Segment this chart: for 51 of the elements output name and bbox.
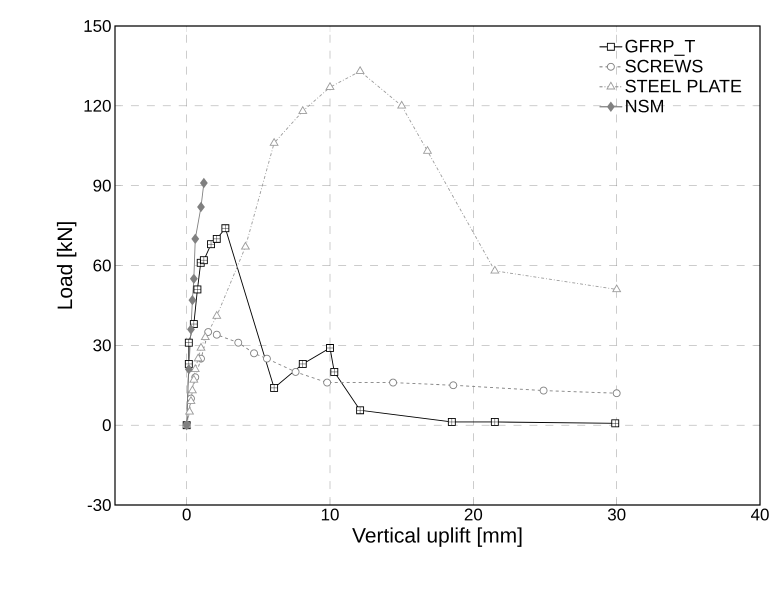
legend-label: SCREWS [625, 60, 703, 72]
point [540, 386, 548, 395]
point [292, 368, 300, 376]
point [326, 82, 334, 90]
point [194, 354, 202, 362]
point [234, 338, 242, 347]
point [449, 381, 458, 390]
point [241, 242, 250, 250]
legend-label: NSM [626, 100, 664, 112]
point [323, 378, 332, 387]
point [397, 100, 406, 109]
point [423, 146, 432, 154]
y-tick-label: 90 [93, 180, 111, 192]
y-tick-label: 30 [93, 339, 111, 352]
point [200, 178, 208, 188]
y-tick-label: -30 [88, 499, 111, 511]
x-axis-title: Vertical uplift [mm] [352, 527, 522, 547]
y-tick-label: 150 [84, 20, 111, 32]
x-tick-label: 40 [750, 508, 769, 521]
point [356, 66, 364, 74]
x-tick-label: 10 [322, 508, 339, 521]
point [250, 349, 258, 358]
point [270, 138, 278, 146]
legend-label: STEEL PLATE [625, 80, 742, 92]
x-tick-label: 20 [464, 508, 482, 521]
legend-label: GFRP_T [626, 40, 695, 56]
y-tick-label: 60 [94, 260, 111, 272]
point [490, 266, 500, 274]
point [298, 106, 308, 114]
x-tick-label: 0 [182, 508, 191, 521]
point [188, 386, 197, 394]
point [263, 354, 271, 363]
y-axis-title: Load [kN] [56, 222, 76, 309]
point [196, 343, 206, 351]
point [187, 324, 195, 334]
y-tick-label: 0 [102, 419, 111, 432]
point [612, 284, 622, 292]
point [190, 274, 198, 284]
y-tick-label: 120 [84, 100, 111, 112]
point [212, 330, 221, 339]
point [212, 311, 222, 319]
point [185, 364, 193, 374]
point [200, 332, 210, 340]
point [389, 378, 398, 387]
point [185, 406, 194, 415]
x-tick-label: 30 [608, 508, 626, 521]
point [188, 295, 196, 306]
point [190, 364, 200, 372]
point [612, 389, 621, 398]
point [197, 202, 205, 212]
point [191, 234, 200, 244]
